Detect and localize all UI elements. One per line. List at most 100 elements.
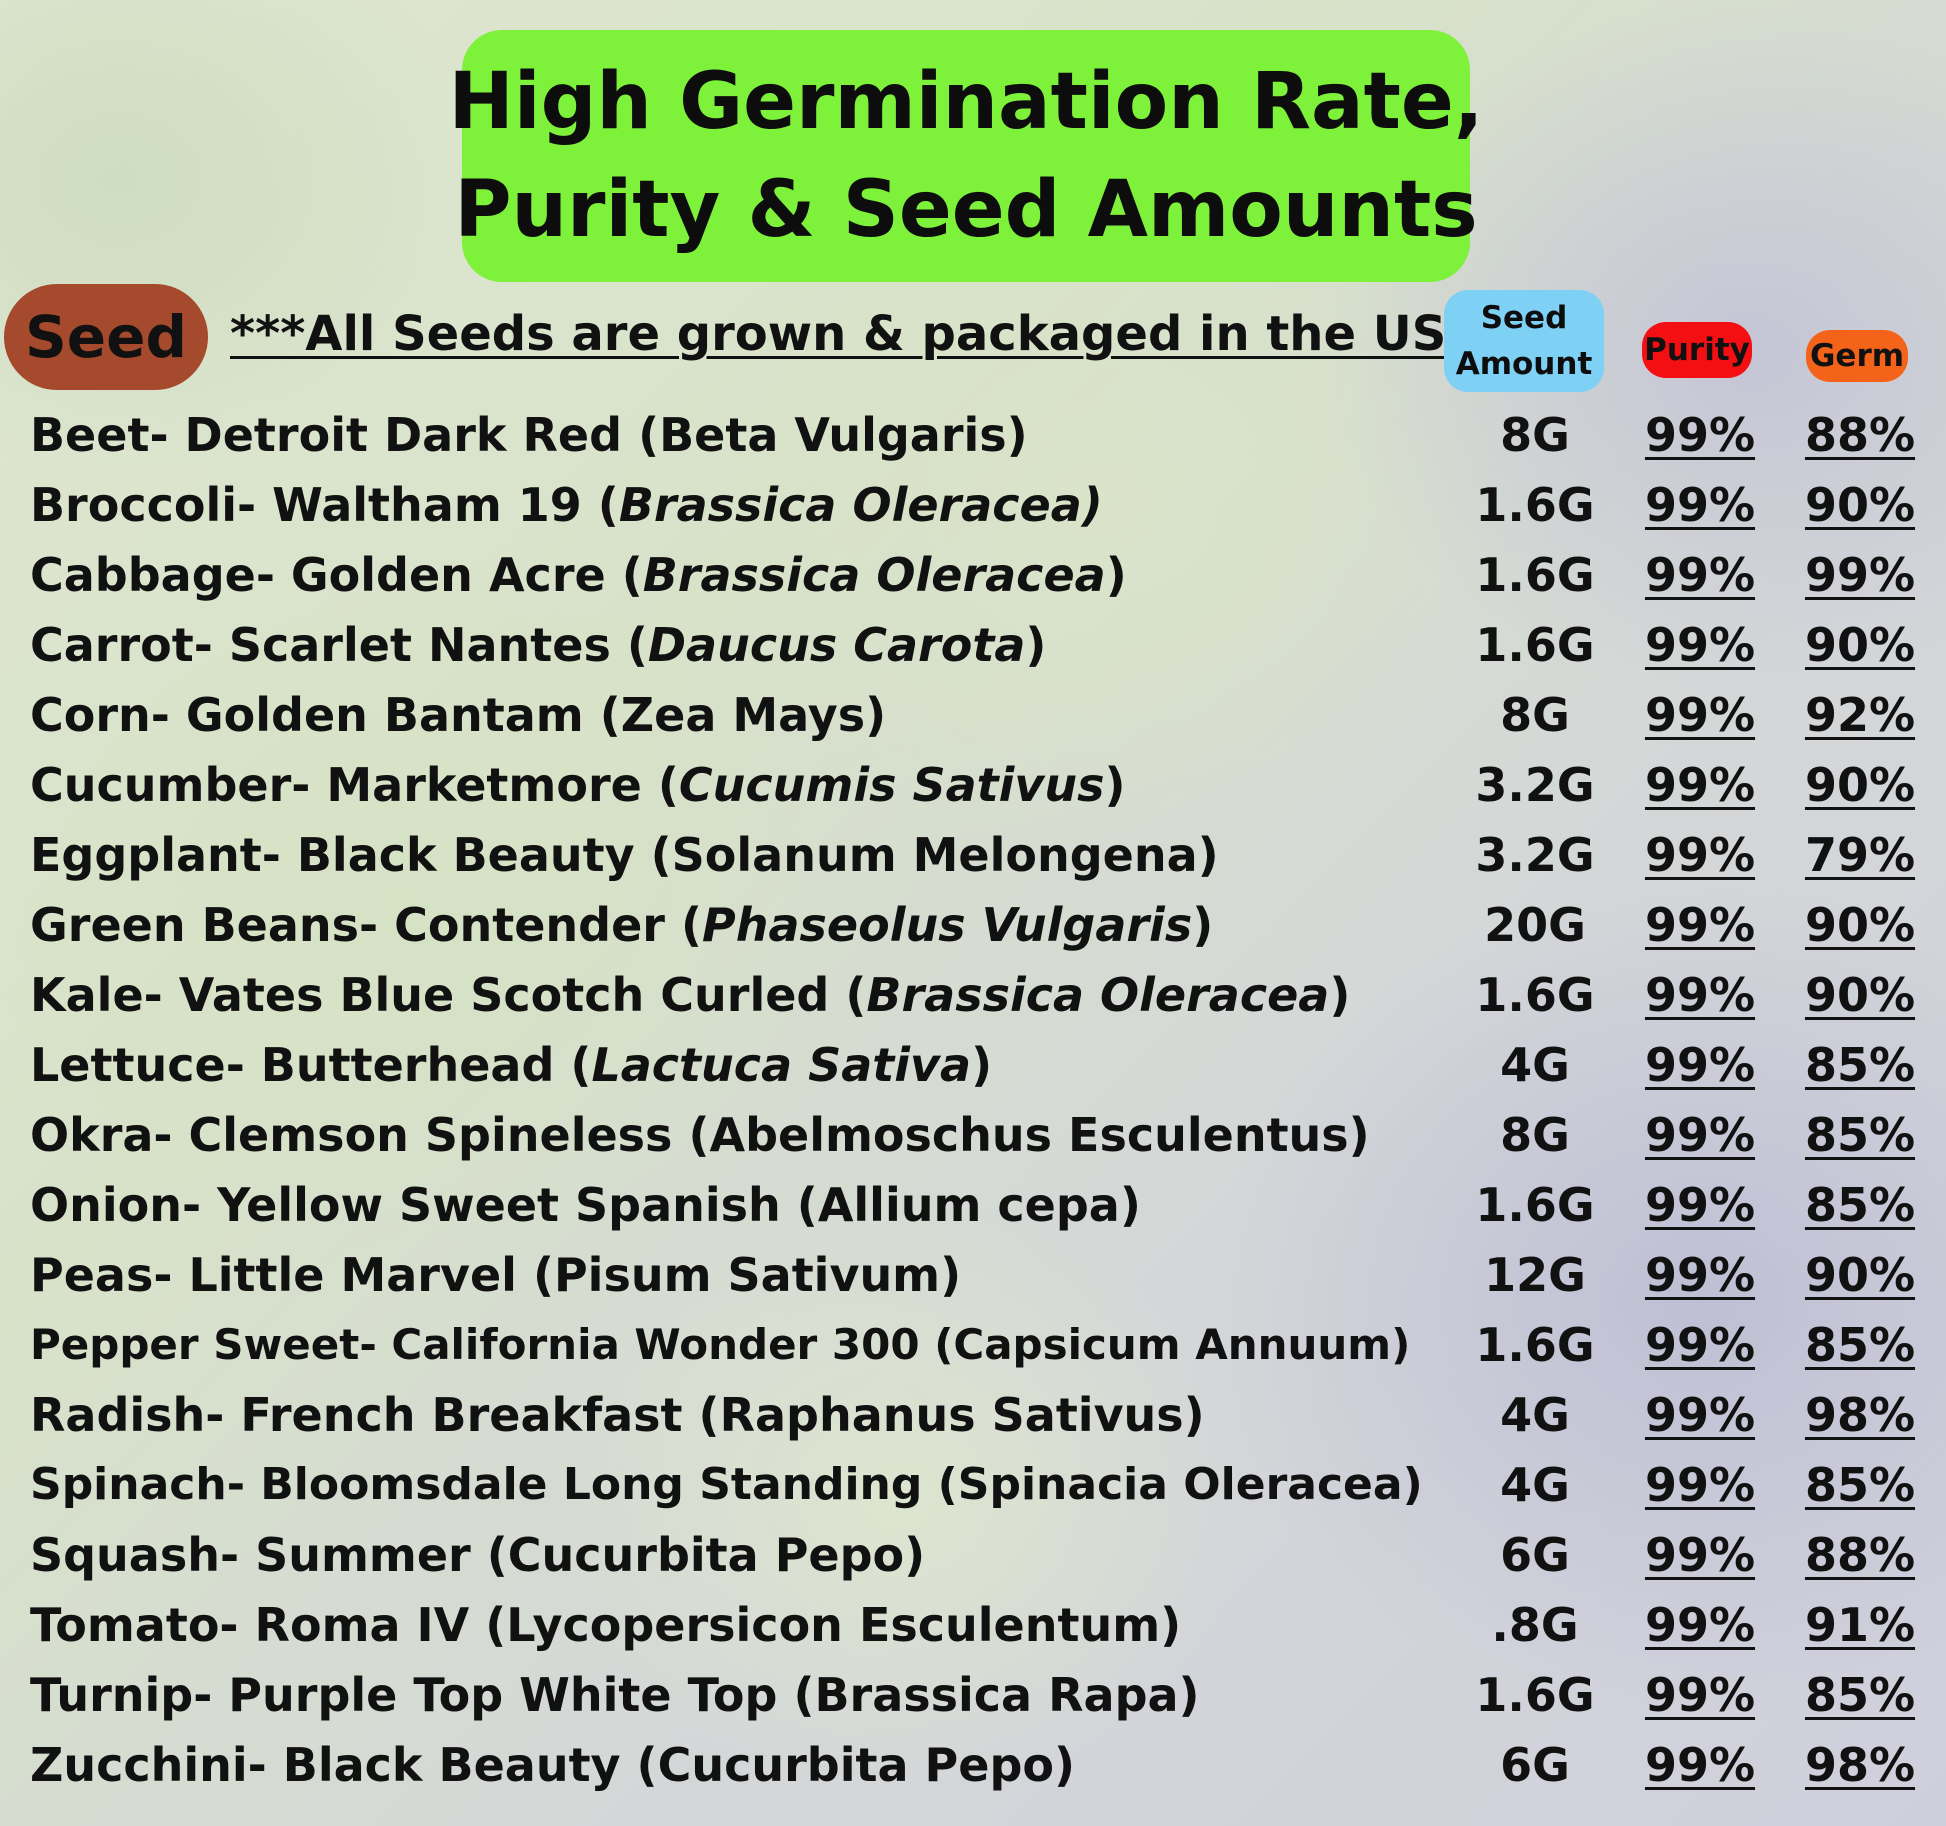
seed-name-close: ) [1105,548,1127,602]
seed-amount-cell: 1.6G [1475,1668,1595,1722]
table-row: Cucumber- Marketmore (Cucumis Sativus) 3.… [0,750,1946,820]
purity-cell: 99% [1644,758,1756,812]
seed-amount-cell: 4G [1500,1388,1570,1442]
seed-latin-name: Cucumis Sativus [678,758,1105,812]
seed-amount-cell: 1.6G [1475,548,1595,602]
purity-cell: 99% [1644,1108,1756,1162]
seed-latin-name: Lactuca Sativa [591,1038,972,1092]
table-row: Peas- Little Marvel (Pisum Sativum) 12G 99… [0,1240,1946,1310]
seed-common-name: Okra- Clemson Spineless (Abelmoschus Esc… [30,1108,1370,1162]
germ-cell: 88% [1804,1528,1916,1582]
seed-common-name: Green Beans- Contender ( [30,898,703,952]
purity-cell: 99% [1644,1178,1756,1232]
purity-cell: 99% [1644,1388,1756,1442]
seed-name: Carrot- Scarlet Nantes (Daucus Carota) [30,610,1046,680]
seed-common-name: Peas- Little Marvel (Pisum Sativum) [30,1248,962,1302]
seed-amount-cell: 8G [1500,1108,1570,1162]
purity-cell: 99% [1644,898,1756,952]
seed-amount-cell: 1.6G [1475,478,1595,532]
table-row: Green Beans- Contender (Phaseolus Vulgar… [0,890,1946,960]
germ-cell: 79% [1804,828,1916,882]
table-row: Beet- Detroit Dark Red (Beta Vulgaris) 8G… [0,400,1946,470]
table-row: Radish- French Breakfast (Raphanus Sativ… [0,1380,1946,1450]
table-row: Corn- Golden Bantam (Zea Mays) 8G 99% 92% [0,680,1946,750]
seed-common-name: Turnip- Purple Top White Top (Brassica R… [30,1668,1200,1722]
table-row: Eggplant- Black Beauty (Solanum Melongen… [0,820,1946,890]
seed-amount-cell: 20G [1484,898,1586,952]
table-row: Turnip- Purple Top White Top (Brassica R… [0,1660,1946,1730]
seed-name: Zucchini- Black Beauty (Cucurbita Pepo) [30,1730,1075,1800]
seed-amount-cell: 1.6G [1475,618,1595,672]
seed-table: Beet- Detroit Dark Red (Beta Vulgaris) 8G… [0,400,1946,1800]
germ-cell: 90% [1804,968,1916,1022]
table-row: Spinach- Bloomsdale Long Standing (Spina… [0,1450,1946,1520]
purity-cell: 99% [1644,828,1756,882]
purity-cell: 99% [1644,1458,1756,1512]
table-row: Carrot- Scarlet Nantes (Daucus Carota) 1.… [0,610,1946,680]
purity-cell: 99% [1644,1528,1756,1582]
seed-amount-cell: 8G [1500,408,1570,462]
table-row: Kale- Vates Blue Scotch Curled (Brassica… [0,960,1946,1030]
purity-cell: 99% [1644,1738,1756,1792]
seed-common-name: Pepper Sweet- California Wonder 300 (Cap… [30,1320,1411,1369]
purity-cell: 99% [1644,478,1756,532]
seed-common-name: Beet- Detroit Dark Red (Beta Vulgaris) [30,408,1028,462]
seed-amount-cell: 3.2G [1475,828,1595,882]
seed-name: Radish- French Breakfast (Raphanus Sativ… [30,1380,1205,1450]
seed-amount-cell: 3.2G [1475,758,1595,812]
seed-name: Cucumber- Marketmore (Cucumis Sativus) [30,750,1126,820]
seed-common-name: Kale- Vates Blue Scotch Curled ( [30,968,867,1022]
seed-common-name: Onion- Yellow Sweet Spanish (Allium cepa… [30,1178,1141,1232]
seed-name: Eggplant- Black Beauty (Solanum Melongen… [30,820,1219,890]
seed-name: Tomato- Roma IV (Lycopersicon Esculentum… [30,1590,1181,1660]
germ-cell: 85% [1804,1668,1916,1722]
seed-amount-cell: .8G [1491,1598,1579,1652]
seed-name: Beet- Detroit Dark Red (Beta Vulgaris) [30,400,1028,470]
germ-cell: 85% [1804,1458,1916,1512]
table-row: Squash- Summer (Cucurbita Pepo) 6G 99% 88% [0,1520,1946,1590]
seed-common-name: Cucumber- Marketmore ( [30,758,679,812]
purity-cell: 99% [1644,618,1756,672]
table-row: Zucchini- Black Beauty (Cucurbita Pepo) 6… [0,1730,1946,1800]
germ-cell: 88% [1804,408,1916,462]
seed-name-close: ) [1025,618,1047,672]
seed-amount-header-line-1: Seed [1480,300,1568,336]
seed-latin-name: Brassica Oleracea) [618,478,1103,532]
seed-name: Turnip- Purple Top White Top (Brassica R… [30,1660,1200,1730]
seed-name-close: ) [1192,898,1214,952]
seed-name: Peas- Little Marvel (Pisum Sativum) [30,1240,961,1310]
germ-cell: 85% [1804,1108,1916,1162]
germ-cell: 85% [1804,1178,1916,1232]
germ-cell: 90% [1804,618,1916,672]
seed-name-close: ) [1104,758,1126,812]
seed-common-name: Broccoli- Waltham 19 ( [30,478,619,532]
table-row: Tomato- Roma IV (Lycopersicon Esculentum… [0,1590,1946,1660]
seed-name-close: ) [971,1038,993,1092]
purity-cell: 99% [1644,1598,1756,1652]
seed-amount-header-line-2: Amount [1455,346,1593,382]
seed-amount-cell: 4G [1500,1038,1570,1092]
seed-amount-cell: 4G [1500,1458,1570,1512]
seed-name: Corn- Golden Bantam (Zea Mays) [30,680,886,750]
germ-cell: 98% [1804,1388,1916,1442]
purity-cell: 99% [1644,1248,1756,1302]
table-row: Broccoli- Waltham 19 (Brassica Oleracea)… [0,470,1946,540]
seed-common-name: Zucchini- Black Beauty (Cucurbita Pepo) [30,1738,1075,1792]
germ-cell: 90% [1804,478,1916,532]
purity-cell: 99% [1644,1668,1756,1722]
table-row: Onion- Yellow Sweet Spanish (Allium cepa… [0,1170,1946,1240]
seed-name: Squash- Summer (Cucurbita Pepo) [30,1520,925,1590]
purity-cell: 99% [1644,688,1756,742]
germ-cell: 91% [1804,1598,1916,1652]
seed-name: Broccoli- Waltham 19 (Brassica Oleracea) [30,470,1103,540]
germ-cell: 90% [1804,758,1916,812]
seed-amount-cell: 12G [1484,1248,1586,1302]
seed-common-name: Radish- French Breakfast (Raphanus Sativ… [30,1388,1205,1442]
seed-common-name: Tomato- Roma IV (Lycopersicon Esculentum… [30,1598,1182,1652]
table-row: Pepper Sweet- California Wonder 300 (Cap… [0,1310,1946,1380]
table-row: Cabbage- Golden Acre (Brassica Oleracea)… [0,540,1946,610]
seed-common-name: Cabbage- Golden Acre ( [30,548,643,602]
title-line-1: High Germination Rate, [448,57,1484,147]
seed-common-name: Corn- Golden Bantam (Zea Mays) [30,688,887,742]
seed-amount-cell: 6G [1500,1528,1570,1582]
